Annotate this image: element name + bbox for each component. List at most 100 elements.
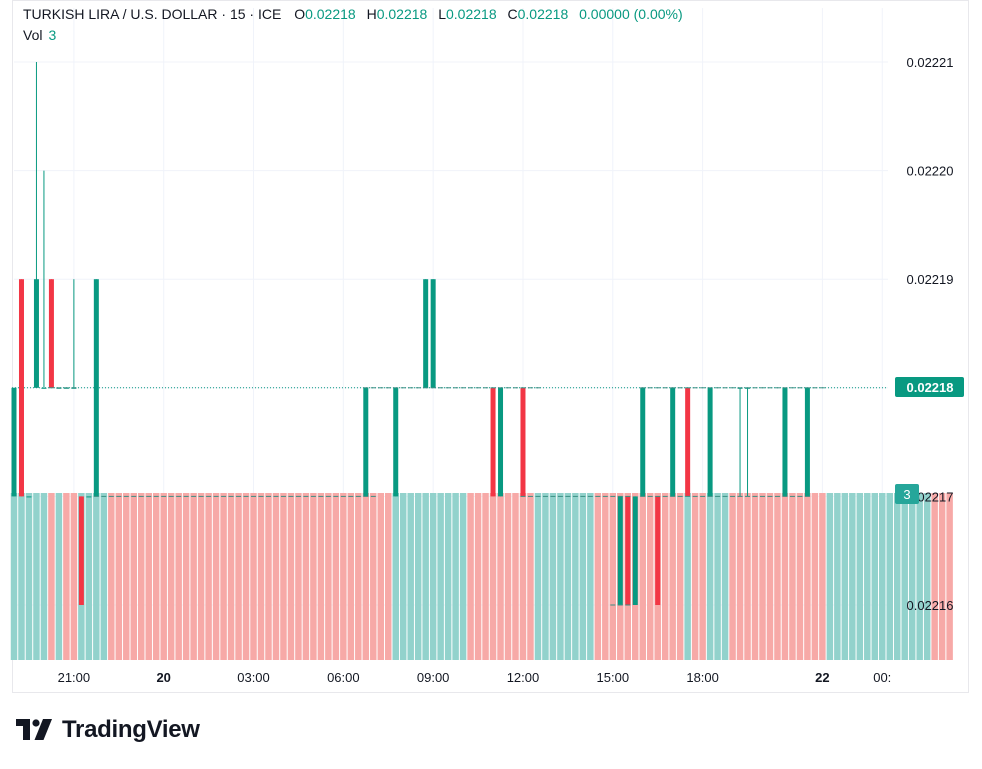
volume-bar	[340, 493, 347, 660]
candle-body	[363, 387, 369, 497]
candle[interactable]	[78, 496, 84, 605]
volume-label[interactable]: Vol	[23, 27, 43, 43]
candle[interactable]	[86, 496, 92, 498]
volume-bar	[355, 493, 362, 660]
candle-body	[86, 496, 92, 498]
candle-body	[11, 387, 17, 497]
volume-bar	[864, 493, 871, 660]
volume-bar	[377, 493, 385, 660]
last-price-tag: 0.02218	[895, 377, 964, 397]
candle[interactable]	[26, 496, 32, 498]
candle-body	[430, 279, 436, 388]
volume-bar	[93, 493, 100, 660]
volume-bar	[295, 493, 302, 660]
candle[interactable]	[498, 387, 504, 497]
volume-bar	[669, 493, 676, 660]
last-volume-tag-label: 3	[903, 487, 910, 502]
x-tick-label: 12:00	[507, 670, 540, 685]
volume-bar	[317, 493, 325, 660]
volume-bar	[407, 493, 414, 660]
candle-body	[707, 387, 713, 497]
candle[interactable]	[520, 387, 526, 497]
tradingview-logo-icon	[16, 719, 52, 740]
volume-bar	[474, 493, 482, 660]
candle[interactable]	[71, 279, 77, 389]
candle[interactable]	[745, 387, 751, 497]
close-label: C	[507, 6, 518, 22]
candle[interactable]	[11, 387, 17, 497]
candle-body	[804, 387, 810, 497]
volume-bar	[385, 493, 392, 660]
close-value: 0.02218	[517, 6, 569, 22]
volume-bar	[205, 493, 212, 660]
volume-bars	[10, 493, 953, 660]
candle[interactable]	[737, 387, 743, 497]
volume-bar	[130, 493, 138, 660]
candle[interactable]	[490, 387, 496, 497]
candle[interactable]	[18, 279, 24, 497]
volume-bar	[826, 493, 834, 660]
volume-bar	[684, 493, 691, 660]
y-tick-label: 0.02220	[907, 164, 954, 179]
volume-bar	[804, 493, 811, 660]
candle[interactable]	[625, 496, 631, 605]
candle[interactable]	[430, 279, 436, 388]
volume-bar	[347, 493, 355, 660]
x-tick-label: 20	[156, 670, 170, 685]
volume-bar	[774, 493, 781, 660]
volume-bar	[781, 493, 789, 660]
volume-bar	[751, 493, 759, 660]
volume-bar	[287, 493, 295, 660]
candle[interactable]	[632, 496, 638, 605]
volume-bar	[879, 493, 886, 660]
candle[interactable]	[685, 387, 691, 497]
volume-bar	[235, 493, 242, 660]
candle[interactable]	[617, 496, 623, 605]
candle[interactable]	[655, 496, 661, 605]
volume-bar	[302, 493, 310, 660]
volume-bar	[489, 493, 497, 660]
candle[interactable]	[33, 62, 39, 388]
volume-bar	[242, 493, 250, 660]
candle[interactable]	[640, 387, 646, 497]
candle-body	[490, 387, 496, 497]
candle[interactable]	[48, 279, 54, 388]
volume-bar	[138, 493, 145, 660]
volume-bar	[908, 493, 916, 660]
x-tick-label: 15:00	[597, 670, 630, 685]
volume-bar	[182, 493, 190, 660]
candle[interactable]	[393, 387, 399, 497]
x-tick-label: 09:00	[417, 670, 450, 685]
candles	[11, 62, 825, 606]
volume-bar	[392, 493, 399, 660]
candle[interactable]	[707, 387, 713, 497]
candle-body	[48, 279, 54, 388]
volume-bar	[819, 493, 826, 660]
volume-bar	[534, 493, 542, 660]
volume-bar	[414, 493, 422, 660]
symbol-title[interactable]: TURKISH LIRA / U.S. DOLLAR · 15 · ICE	[23, 6, 282, 22]
candle-body	[640, 387, 646, 497]
candle[interactable]	[363, 387, 369, 497]
candle[interactable]	[93, 279, 99, 497]
low-value: 0.02218	[446, 6, 497, 22]
candle[interactable]	[804, 387, 810, 497]
volume-bar	[265, 493, 272, 660]
volume-bar	[310, 493, 317, 660]
candle[interactable]	[41, 170, 47, 389]
tradingview-wordmark: TradingView	[62, 716, 200, 743]
volume-bar	[497, 493, 504, 660]
volume-bar	[893, 493, 901, 660]
candle[interactable]	[423, 279, 429, 388]
volume-bar	[504, 493, 512, 660]
candle[interactable]	[782, 387, 788, 497]
volume-bar	[152, 493, 160, 660]
volume-value: 3	[48, 27, 57, 43]
x-tick-label: 22	[815, 670, 829, 685]
volume-bar	[886, 493, 893, 660]
candle[interactable]	[670, 387, 676, 497]
volume-bar	[212, 493, 220, 660]
tradingview-brand[interactable]: TradingView	[16, 716, 200, 744]
volume-bar	[459, 493, 467, 660]
